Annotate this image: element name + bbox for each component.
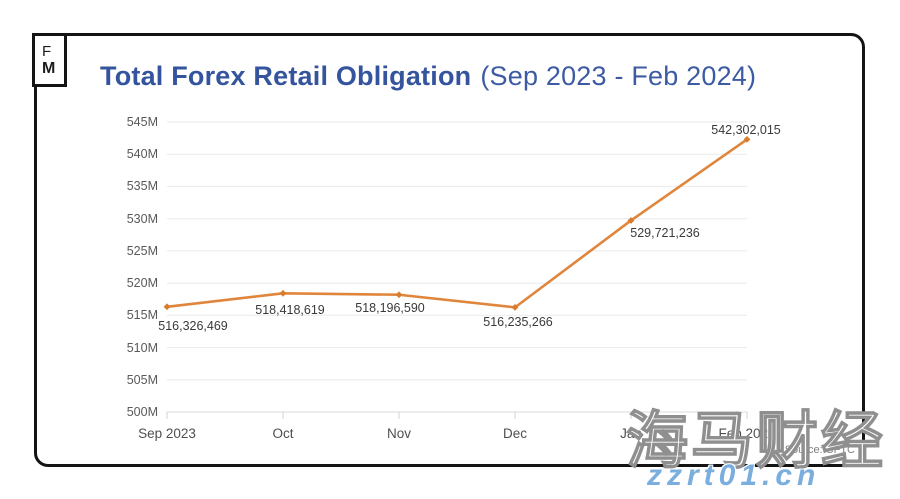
fm-logo-letter-f: F bbox=[42, 43, 52, 60]
chart-title-date-range: (Sep 2023 - Feb 2024) bbox=[480, 61, 757, 91]
data-point-marker bbox=[627, 217, 635, 224]
card-border-frame bbox=[34, 33, 865, 467]
fm-logo-letter-m: M bbox=[42, 60, 56, 77]
watermark-cjk-text: 海马财经 bbox=[625, 406, 887, 477]
data-point-marker bbox=[743, 135, 751, 143]
data-point-marker bbox=[511, 303, 519, 311]
data-point-marker bbox=[395, 291, 403, 299]
watermark-url-text: zzrt01.cn bbox=[647, 459, 821, 492]
data-point-marker bbox=[163, 303, 171, 311]
data-point-marker bbox=[279, 289, 287, 297]
series-line bbox=[165, 138, 749, 309]
chart-title: Total Forex Retail Obligation (Sep 2023 -… bbox=[100, 61, 756, 92]
fm-logo: F M bbox=[32, 33, 67, 87]
source-note: Source: CFTC bbox=[784, 444, 855, 456]
chart-title-main: Total Forex Retail Obligation bbox=[100, 61, 472, 91]
